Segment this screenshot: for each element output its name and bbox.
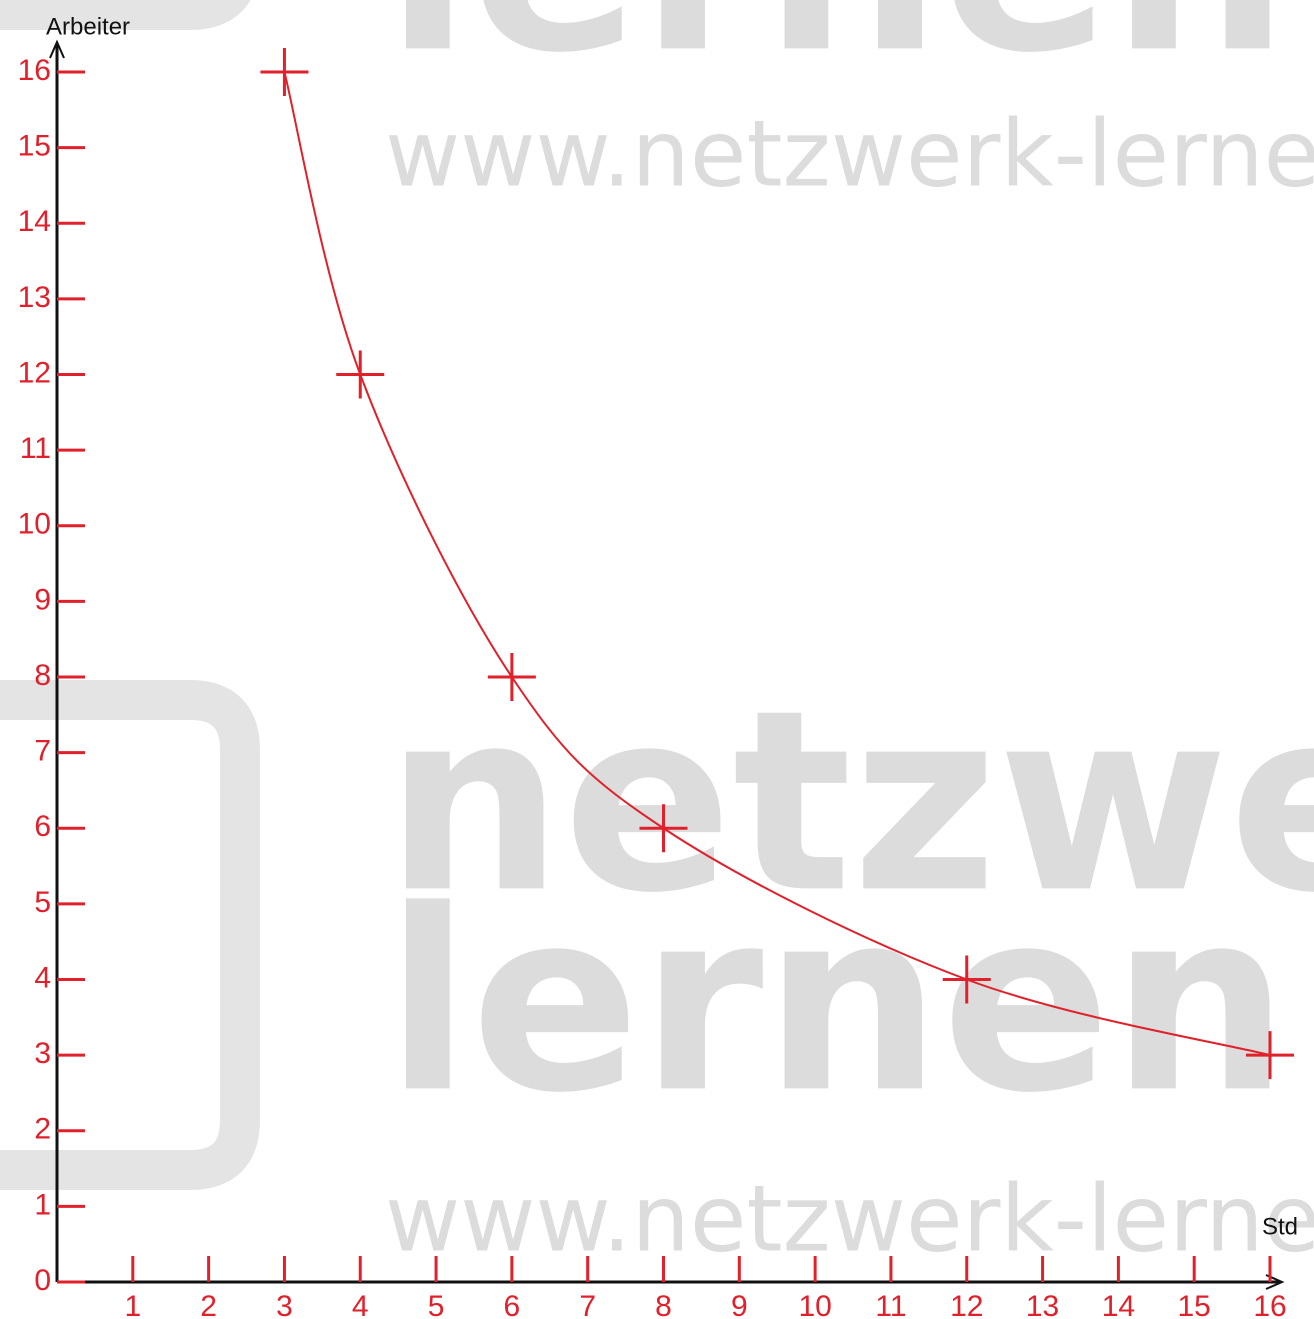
y-axis-label: Arbeiter — [46, 13, 130, 40]
y-tick-label: 12 — [18, 356, 51, 389]
point-cross — [1246, 1031, 1294, 1080]
x-tick-label: 6 — [504, 1290, 521, 1319]
watermark-text: www.netzwerk-lernen.de — [385, 1165, 1314, 1272]
logo-shape — [0, 680, 260, 1190]
y-tick-label: 3 — [34, 1037, 51, 1070]
x-axis-label: Std — [1262, 1213, 1298, 1240]
y-tick-label: 9 — [34, 583, 51, 616]
y-tick-label: 16 — [18, 54, 51, 87]
point-cross — [260, 48, 309, 96]
x-tick-label: 2 — [200, 1290, 217, 1319]
x-tick-label: 9 — [731, 1290, 748, 1319]
y-axis-arrow — [49, 39, 65, 59]
watermark-text: lernen — [385, 856, 1289, 1147]
curve — [283, 71, 1271, 1057]
point-cross — [639, 804, 688, 853]
y-tick-label: 10 — [18, 508, 51, 541]
logo-shape — [0, 0, 251, 30]
y-tick-label: 2 — [34, 1113, 51, 1146]
x-tick-label: 14 — [1102, 1290, 1135, 1319]
x-tick-label: 12 — [950, 1290, 983, 1319]
x-tick-label: 11 — [875, 1290, 906, 1319]
y-tick-label: 0 — [34, 1264, 51, 1297]
watermark-text: www.netzwerk-lernen.de — [385, 100, 1314, 207]
y-tick-label: 5 — [34, 886, 51, 919]
point-cross — [487, 653, 536, 701]
y-tick-label: 4 — [34, 961, 51, 994]
y-tick-label: 7 — [34, 735, 51, 768]
x-tick-label: 10 — [798, 1290, 831, 1319]
point-cross — [336, 350, 385, 399]
y-tick-label: 15 — [18, 130, 51, 163]
watermark-text: netzwerk — [385, 656, 1314, 947]
y-tick-label: 8 — [34, 659, 51, 692]
x-tick-label: 5 — [428, 1290, 445, 1319]
x-tick-label: 8 — [655, 1290, 672, 1319]
y-tick-label: 13 — [18, 281, 51, 314]
watermark-text: lernen — [385, 0, 1289, 107]
y-tick-label: 11 — [20, 432, 51, 465]
y-tick-label: 14 — [18, 205, 51, 238]
x-tick-label: 4 — [352, 1290, 369, 1319]
x-tick-label: 15 — [1178, 1290, 1211, 1319]
x-tick-label: 16 — [1253, 1290, 1286, 1319]
y-tick-label: 1 — [34, 1188, 51, 1221]
x-tick-label: 13 — [1026, 1290, 1059, 1319]
point-cross — [942, 955, 991, 1004]
watermark: lernen www.netzwerk-lernen.de netzwerk l… — [0, 0, 1314, 1272]
x-tick-label: 1 — [124, 1290, 141, 1319]
y-tick-label: 6 — [34, 810, 51, 843]
x-tick-label: 3 — [276, 1290, 293, 1319]
x-tick-label: 7 — [579, 1290, 596, 1319]
